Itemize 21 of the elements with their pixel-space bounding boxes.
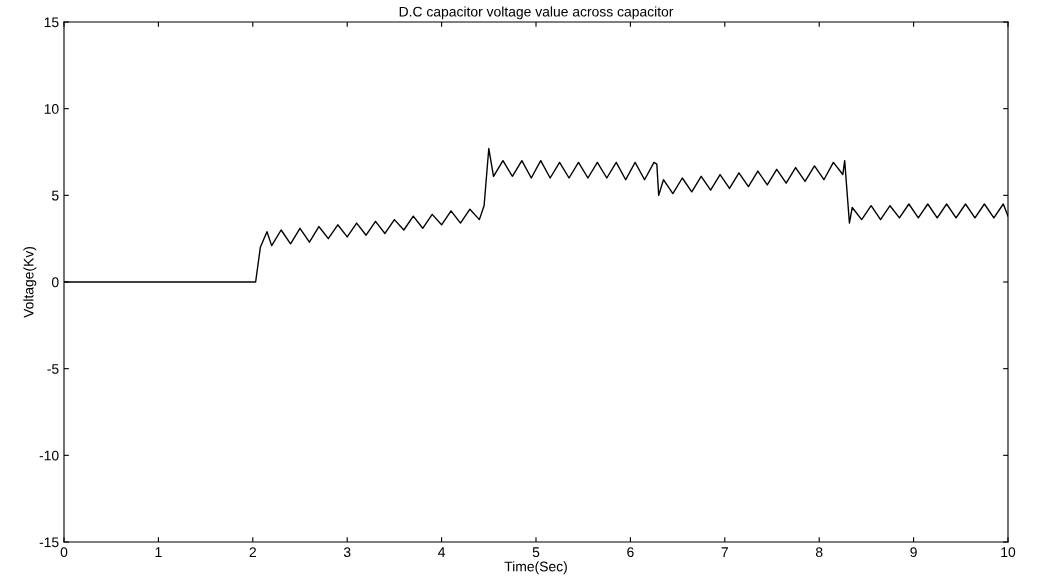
x-tick-label: 1: [155, 547, 162, 557]
y-tick-label: 0: [51, 277, 59, 288]
y-tick-label: 5: [51, 190, 59, 201]
x-tick-label: 2: [249, 547, 256, 557]
x-tick-label: 9: [910, 547, 917, 558]
chart-title: D.C capacitor voltage value across capacitor: [399, 6, 674, 20]
y-tick-label: -5: [47, 364, 59, 374]
x-tick-label: 3: [343, 547, 351, 558]
y-tick-label: -10: [39, 450, 59, 461]
x-tick-label: 8: [815, 547, 823, 558]
x-axis-title: Time(Sec): [504, 561, 567, 575]
x-tick-label: 4: [438, 547, 446, 557]
y-axis-title: Voltage(Kv): [23, 246, 37, 318]
y-tick-label: 15: [44, 17, 59, 28]
y-tick-label: 10: [44, 104, 59, 114]
x-tick-label: 5: [532, 547, 540, 558]
x-tick-label: 0: [60, 547, 68, 558]
y-tick-label: -15: [39, 537, 59, 548]
x-tick-label: 7: [721, 547, 728, 557]
x-tick-label: 6: [627, 547, 634, 558]
x-tick-label: 10: [1001, 547, 1016, 558]
